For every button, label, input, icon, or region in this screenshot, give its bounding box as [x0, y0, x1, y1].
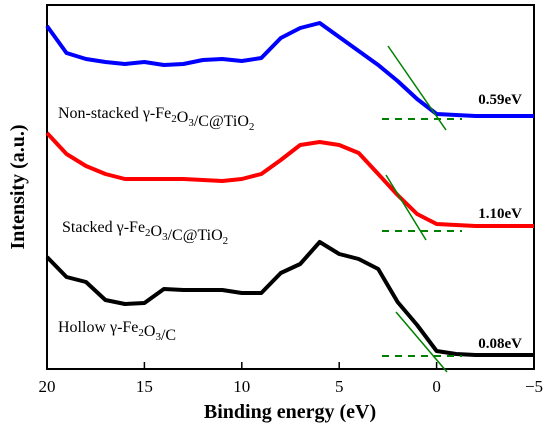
x-tick-label: 15: [136, 377, 153, 396]
edge-tangent-line: [387, 45, 447, 131]
series-layer: [45, 21, 534, 357]
x-tick-label: 10: [233, 377, 250, 396]
bandgap-value-label: 0.08eV: [478, 336, 522, 352]
edge-tangent-line: [395, 311, 448, 373]
plot-frame: [46, 4, 535, 370]
y-axis-title: Intensity (a.u.): [7, 124, 29, 249]
x-tick-label: −5: [525, 377, 543, 396]
bandgap-value-label: 0.59eV: [478, 92, 522, 108]
edge-tangent-line: [385, 174, 427, 241]
x-axis-ticks: 20 15 10 5 0 −5: [39, 362, 543, 396]
series-line: [45, 131, 534, 228]
labels-layer: Non-stacked γ-Fe2O3/C@TiO2 0.59eV Stacked …: [58, 92, 522, 352]
series-label: Hollow γ-Fe2O3/C: [58, 319, 176, 344]
x-axis-title: Binding energy (eV): [204, 401, 376, 423]
x-tick-label: 0: [432, 377, 441, 396]
series-label: Non-stacked γ-Fe2O3/C@TiO2: [58, 105, 254, 133]
series-line: [45, 240, 534, 357]
series-label: Stacked γ-Fe2O3/C@TiO2: [62, 219, 228, 247]
x-tick-label: 5: [335, 377, 344, 396]
bandgap-value-label: 1.10eV: [478, 206, 522, 222]
annotation-layer: [382, 45, 462, 373]
series-line: [45, 21, 534, 118]
x-tick-label: 20: [39, 377, 56, 396]
